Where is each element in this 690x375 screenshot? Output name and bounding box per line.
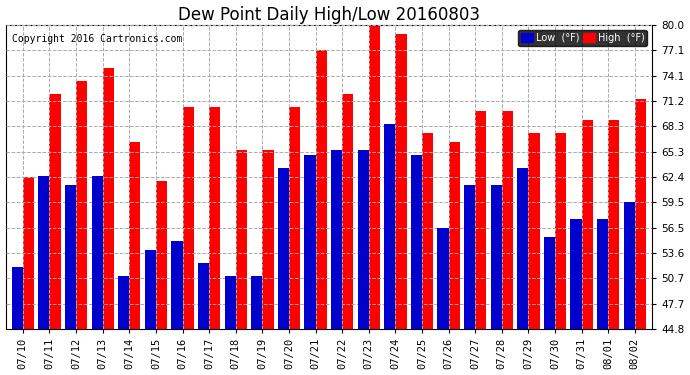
Bar (315, 50, 327, 329)
Bar (50, 94, 61, 329)
Bar (129, 142, 141, 329)
Bar (145, 250, 156, 329)
Bar (518, 168, 529, 329)
Bar (368, 16, 380, 329)
Bar (502, 111, 513, 329)
Bar (475, 111, 486, 329)
Bar (571, 219, 582, 329)
Bar (236, 150, 247, 329)
Bar (12, 267, 23, 329)
Bar (251, 276, 262, 329)
Bar (411, 154, 422, 329)
Bar (92, 176, 103, 329)
Bar (331, 150, 342, 329)
Title: Dew Point Daily High/Low 20160803: Dew Point Daily High/Low 20160803 (178, 6, 480, 24)
Bar (422, 133, 433, 329)
Bar (289, 107, 300, 329)
Bar (76, 81, 87, 329)
Bar (448, 142, 460, 329)
Bar (357, 150, 368, 329)
Bar (262, 150, 273, 329)
Bar (23, 177, 34, 329)
Bar (624, 202, 635, 329)
Bar (582, 120, 593, 329)
Bar (597, 219, 609, 329)
Bar (103, 68, 114, 329)
Bar (209, 107, 220, 329)
Bar (491, 185, 502, 329)
Bar (278, 168, 289, 329)
Bar (65, 185, 76, 329)
Bar (555, 133, 566, 329)
Bar (224, 276, 236, 329)
Bar (544, 237, 555, 329)
Bar (395, 34, 406, 329)
Bar (118, 276, 129, 329)
Bar (304, 154, 315, 329)
Bar (342, 94, 353, 329)
Bar (384, 124, 395, 329)
Bar (437, 228, 448, 329)
Bar (171, 241, 183, 329)
Bar (156, 181, 167, 329)
Legend: Low  (°F), High  (°F): Low (°F), High (°F) (518, 30, 647, 46)
Bar (529, 133, 540, 329)
Bar (198, 262, 209, 329)
Bar (38, 176, 50, 329)
Bar (635, 99, 646, 329)
Bar (609, 120, 620, 329)
Bar (183, 107, 194, 329)
Text: Copyright 2016 Cartronics.com: Copyright 2016 Cartronics.com (12, 34, 182, 44)
Bar (464, 185, 475, 329)
